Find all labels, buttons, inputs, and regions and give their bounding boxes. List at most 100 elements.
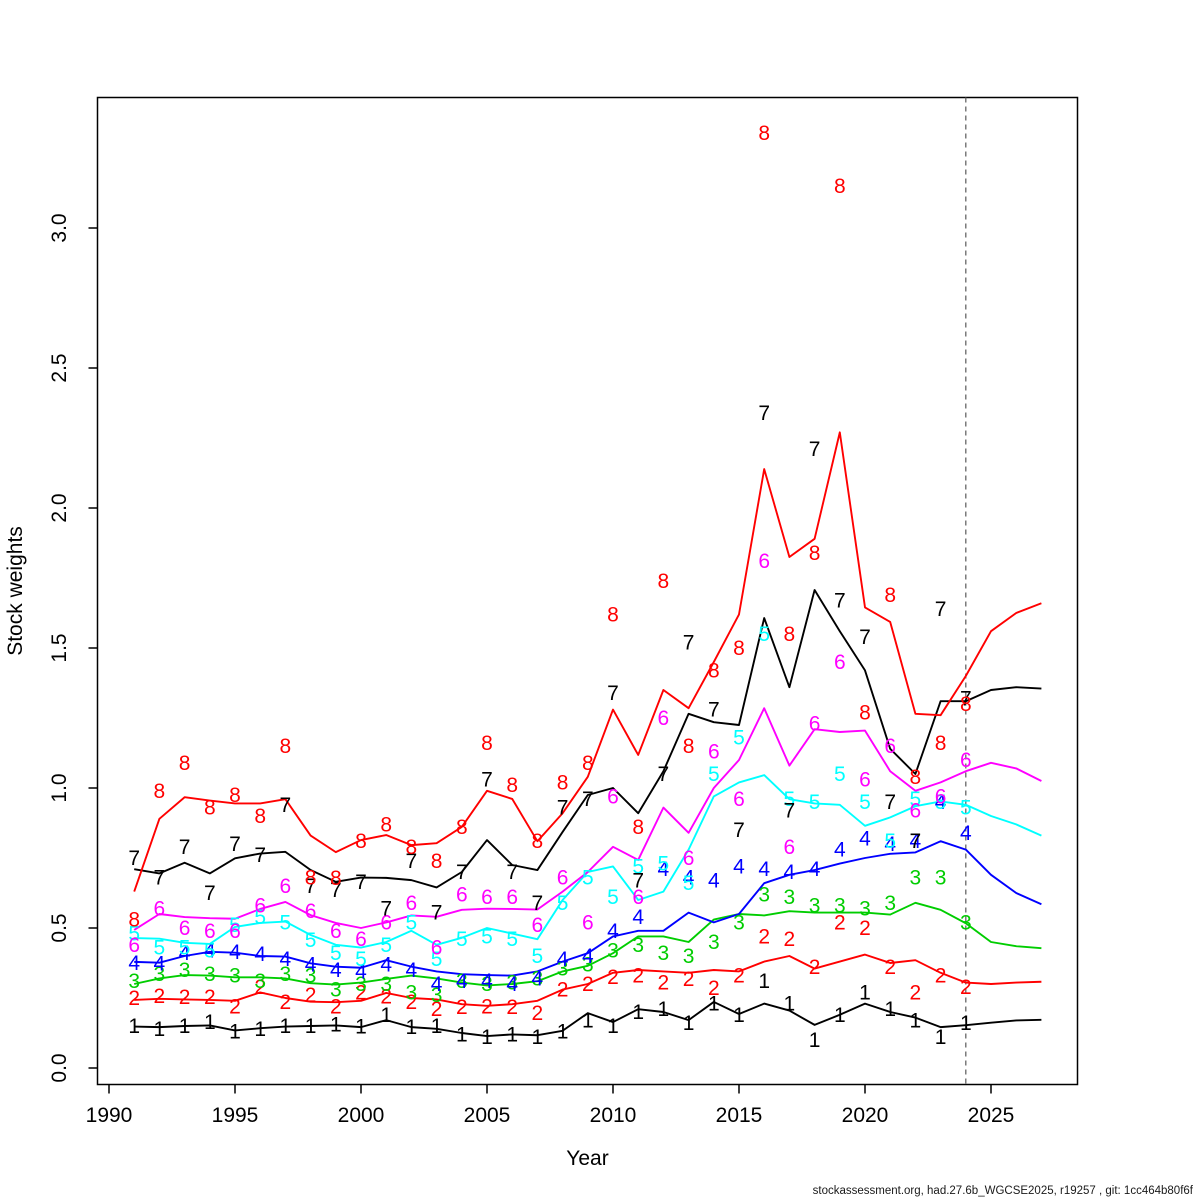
y-axis-title: Stock weights <box>4 526 27 656</box>
obs-age-3-2018: 3 <box>809 895 821 918</box>
obs-age-3-2015: 3 <box>733 911 745 934</box>
obs-age-7-2009: 7 <box>582 788 594 811</box>
footer-credit: stockassessment.org, had.27.6b_WGCSE2025… <box>812 1185 1193 1197</box>
obs-age-1-1999: 1 <box>330 1014 342 1037</box>
obs-age-3-2005: 3 <box>481 973 493 996</box>
obs-age-1-2011: 1 <box>632 1001 644 1024</box>
obs-age-2-1996: 2 <box>254 976 266 999</box>
obs-age-2-1991: 2 <box>128 987 140 1010</box>
obs-age-8-2023: 8 <box>935 732 947 755</box>
obs-age-4-2013: 4 <box>683 867 695 890</box>
obs-age-7-2013: 7 <box>683 631 695 654</box>
x-tick-label: 2020 <box>842 1104 889 1127</box>
obs-age-7-2024: 7 <box>960 687 972 710</box>
obs-age-3-2010: 3 <box>607 939 619 962</box>
obs-age-3-2011: 3 <box>632 934 644 957</box>
obs-age-7-2000: 7 <box>355 871 367 894</box>
obs-age-4-2017: 4 <box>784 861 796 884</box>
obs-age-4-1997: 4 <box>280 948 292 971</box>
obs-age-3-2012: 3 <box>658 942 670 965</box>
obs-age-6-2021: 6 <box>884 735 896 758</box>
obs-age-5-2018: 5 <box>809 791 821 814</box>
obs-age-1-2015: 1 <box>733 1004 745 1027</box>
obs-age-5-2013: 5 <box>683 872 695 895</box>
obs-age-4-1999: 4 <box>330 959 342 982</box>
obs-age-1-1996: 1 <box>254 1018 266 1041</box>
obs-age-4-2001: 4 <box>380 953 392 976</box>
obs-age-6-1993: 6 <box>179 917 191 940</box>
x-tick-label: 2015 <box>716 1104 763 1127</box>
y-tick-label: 3.0 <box>48 213 71 242</box>
obs-age-2-2004: 2 <box>456 996 468 1019</box>
obs-age-6-2004: 6 <box>456 883 468 906</box>
obs-age-2-2017: 2 <box>784 928 796 951</box>
obs-age-5-1992: 5 <box>154 937 166 960</box>
obs-age-2-1993: 2 <box>179 986 191 1009</box>
obs-age-5-2010: 5 <box>607 886 619 909</box>
obs-age-7-1998: 7 <box>305 875 317 898</box>
obs-age-8-2007: 8 <box>532 830 544 853</box>
obs-age-2-2012: 2 <box>658 972 670 995</box>
obs-age-1-2002: 1 <box>406 1016 418 1039</box>
obs-age-7-2001: 7 <box>380 897 392 920</box>
obs-age-2-2021: 2 <box>884 956 896 979</box>
fit-line-age-1 <box>134 1000 1042 1038</box>
obs-age-6-2024: 6 <box>960 749 972 772</box>
obs-age-2-2002: 2 <box>406 991 418 1014</box>
obs-age-1-1991: 1 <box>128 1015 140 1038</box>
obs-age-8-2003: 8 <box>431 850 443 873</box>
fit-line-age-2 <box>134 953 1042 1007</box>
obs-age-8-2020: 8 <box>859 701 871 724</box>
obs-age-5-2016: 5 <box>758 623 770 646</box>
obs-age-4-1994: 4 <box>204 939 216 962</box>
obs-age-6-2016: 6 <box>758 550 770 573</box>
obs-age-2-2014: 2 <box>708 977 720 1000</box>
obs-age-6-2007: 6 <box>532 914 544 937</box>
obs-age-1-2000: 1 <box>355 1016 367 1039</box>
obs-age-8-2019: 8 <box>834 175 846 198</box>
obs-age-3-1997: 3 <box>280 963 292 986</box>
obs-age-2-1994: 2 <box>204 986 216 1009</box>
y-tick-label: 0.0 <box>48 1053 71 1082</box>
obs-age-6-1998: 6 <box>305 900 317 923</box>
obs-age-4-2022: 4 <box>910 830 922 853</box>
obs-age-8-2010: 8 <box>607 603 619 626</box>
obs-age-4-2010: 4 <box>607 920 619 943</box>
obs-age-2-2000: 2 <box>355 981 367 1004</box>
obs-age-8-2024: 8 <box>960 693 972 716</box>
x-tick-label: 1990 <box>86 1104 133 1127</box>
obs-age-4-1992: 4 <box>154 953 166 976</box>
obs-age-2-1998: 2 <box>305 984 317 1007</box>
obs-age-1-2003: 1 <box>431 1015 443 1038</box>
obs-age-5-2021: 5 <box>884 830 896 853</box>
obs-age-2-2023: 2 <box>935 965 947 988</box>
obs-age-1-1992: 1 <box>154 1018 166 1041</box>
obs-age-3-2017: 3 <box>784 886 796 909</box>
obs-age-1-2023: 1 <box>935 1026 947 1049</box>
obs-age-5-2004: 5 <box>456 928 468 951</box>
obs-age-4-2007: 4 <box>532 967 544 990</box>
y-tick-label: 1.0 <box>48 773 71 802</box>
obs-age-4-2024: 4 <box>960 822 972 845</box>
obs-age-8-2013: 8 <box>683 735 695 758</box>
obs-age-6-2013: 6 <box>683 847 695 870</box>
obs-age-3-2003: 3 <box>431 984 443 1007</box>
fit-line-age-6 <box>133 707 1042 931</box>
obs-age-6-2000: 6 <box>355 928 367 951</box>
obs-age-1-2001: 1 <box>380 1004 392 1027</box>
obs-age-1-2020: 1 <box>859 981 871 1004</box>
obs-age-8-2021: 8 <box>884 584 896 607</box>
obs-age-8-1994: 8 <box>204 797 216 820</box>
obs-age-3-2001: 3 <box>380 973 392 996</box>
obs-age-2-2010: 2 <box>607 966 619 989</box>
obs-age-1-2022: 1 <box>910 1009 922 1032</box>
obs-age-2-2011: 2 <box>632 965 644 988</box>
obs-age-1-2006: 1 <box>506 1023 518 1046</box>
obs-age-4-2023: 4 <box>935 791 947 814</box>
obs-age-4-2003: 4 <box>431 973 443 996</box>
obs-age-2-2013: 2 <box>683 968 695 991</box>
